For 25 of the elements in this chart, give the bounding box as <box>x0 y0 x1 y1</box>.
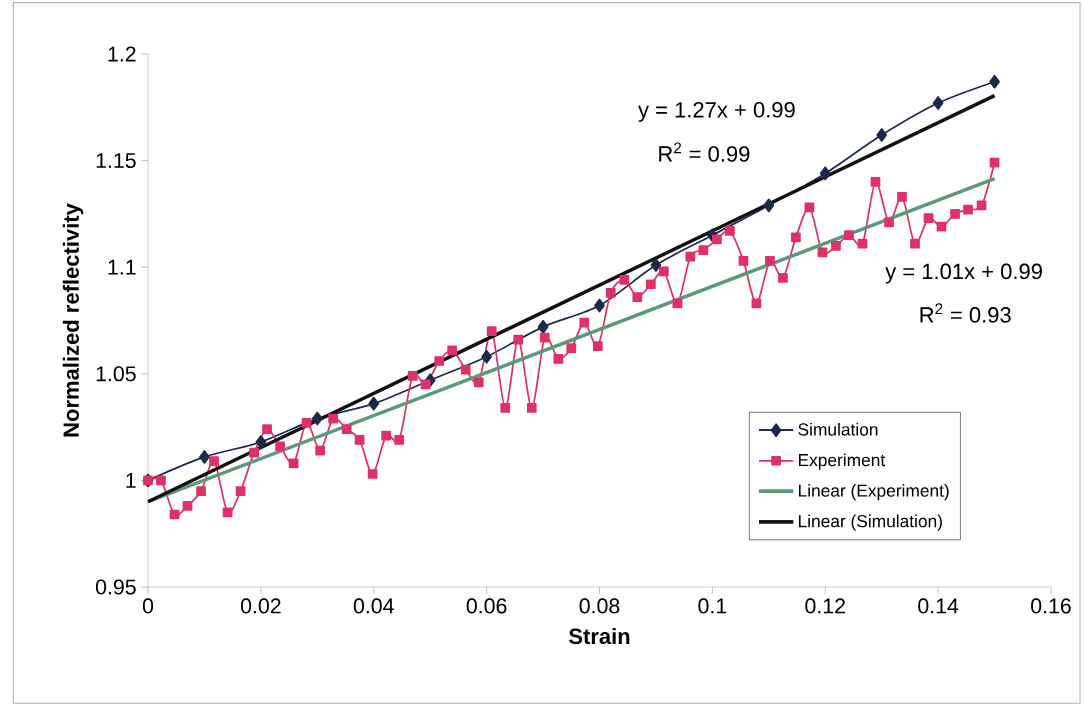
y-tick-label: 1.15 <box>96 153 136 169</box>
x-tick-label: 0.12 <box>805 598 845 614</box>
y-tick-label: 1.2 <box>108 46 136 62</box>
x-tick-label: 0.1 <box>698 598 727 614</box>
x-tick-label: 0.08 <box>579 598 620 614</box>
annotation: R$^{2}$ = 0.99 <box>659 142 750 162</box>
y-tick-label: 1.1 <box>108 259 136 275</box>
legend-label: Linear (Experiment) <box>798 484 949 501</box>
y-axis-title: Normalized reflectivity <box>62 203 84 437</box>
legend-label: Simulation <box>798 422 878 436</box>
y-tick-label: 1.05 <box>96 366 136 382</box>
legend-label: Experiment <box>798 453 886 470</box>
y-tick-label: 1 <box>126 473 136 488</box>
x-tick-label: 0 <box>142 598 154 614</box>
x-axis-title: Strain <box>568 627 630 645</box>
x-tick-label: 0.02 <box>240 598 281 614</box>
x-tick-label: 0.14 <box>918 598 959 614</box>
y-tick-label: 0.95 <box>95 579 136 595</box>
x-tick-label: 0.04 <box>353 598 394 614</box>
annotation: R$^{2}$ = 0.93 <box>920 303 1011 323</box>
annotation: y = 1.27x + 0.99 <box>638 102 795 122</box>
x-tick-label: 0.06 <box>466 598 507 614</box>
x-tick-label: 0.16 <box>1031 598 1071 614</box>
annotation: y = 1.01x + 0.99 <box>885 263 1042 284</box>
legend-label: Linear (Simulation) <box>798 514 942 531</box>
